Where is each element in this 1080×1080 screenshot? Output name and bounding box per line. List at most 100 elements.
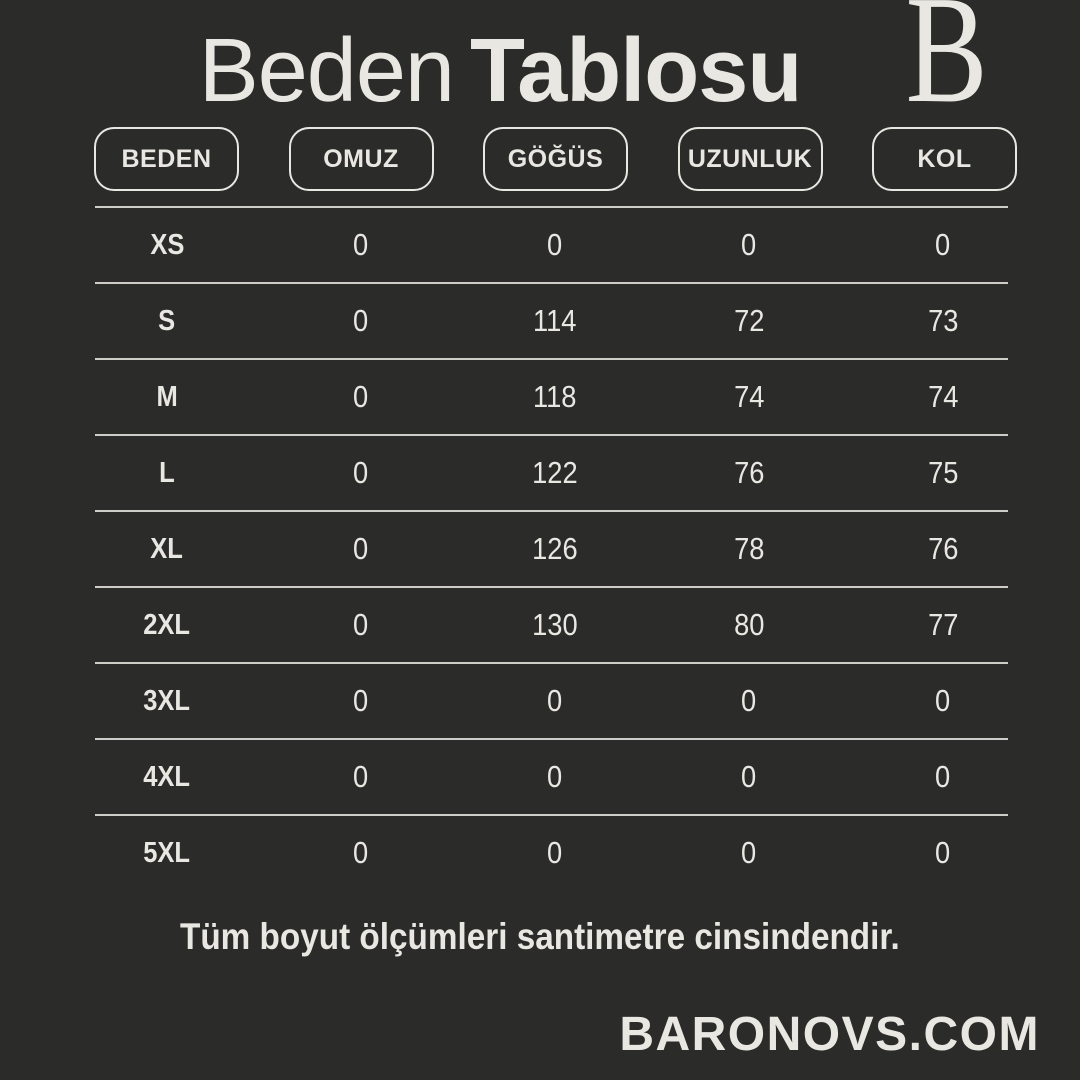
value-text: 78 xyxy=(733,531,765,566)
value-text: 0 xyxy=(741,835,757,870)
value-cell: 114 xyxy=(458,303,652,339)
measurement-note-text: Tüm boyut ölçümleri santimetre cinsinden… xyxy=(180,916,900,957)
size-label: M xyxy=(70,381,264,414)
value-text: 122 xyxy=(532,455,578,490)
column-headers: BEDEN OMUZ GÖĞÜS UZUNLUK KOL xyxy=(94,127,1017,191)
row-divider xyxy=(95,358,1008,360)
size-label-text: 5XL xyxy=(143,836,191,869)
size-label: S xyxy=(70,305,264,338)
column-header-uzunluk: UZUNLUK xyxy=(677,127,823,191)
value-text: 0 xyxy=(353,455,369,490)
column-header-label: GÖĞÜS xyxy=(507,144,604,173)
value-cell: 0 xyxy=(264,683,458,719)
column-header-label: OMUZ xyxy=(323,144,399,173)
table-row: L 0 122 76 75 xyxy=(70,436,1040,510)
size-label-text: XL xyxy=(150,532,184,565)
row-divider xyxy=(95,586,1008,588)
value-text: 0 xyxy=(547,759,563,794)
size-label-text: 4XL xyxy=(143,760,191,793)
page-title: Beden Tablosu xyxy=(0,19,1000,124)
value-text: 0 xyxy=(353,683,369,718)
website-url: BARONOVS.COM xyxy=(619,1008,1040,1061)
value-text: 0 xyxy=(741,759,757,794)
value-cell: 0 xyxy=(846,683,1040,719)
column-header-label: UZUNLUK xyxy=(687,144,813,173)
table-row: M 0 118 74 74 xyxy=(70,360,1040,434)
value-text: 0 xyxy=(353,531,369,566)
value-cell: 130 xyxy=(458,607,652,643)
value-cell: 0 xyxy=(264,379,458,415)
value-cell: 72 xyxy=(652,303,846,339)
column-header-label: BEDEN xyxy=(121,144,212,173)
size-table: XS 0 0 0 0 S 0 114 72 73 M 0 118 74 74 L 0 122 76 75 XL 0 126 7… xyxy=(70,206,1040,890)
value-text: 0 xyxy=(935,835,951,870)
size-label: 2XL xyxy=(70,609,264,642)
table-row: XS 0 0 0 0 xyxy=(70,208,1040,282)
value-text: 126 xyxy=(532,531,578,566)
table-row: 2XL 0 130 80 77 xyxy=(70,588,1040,662)
value-cell: 0 xyxy=(264,607,458,643)
value-text: 74 xyxy=(927,379,959,414)
column-header-label: KOL xyxy=(917,144,972,173)
value-cell: 0 xyxy=(458,227,652,263)
measurement-note: Tüm boyut ölçümleri santimetre cinsinden… xyxy=(0,916,1080,958)
value-text: 73 xyxy=(927,303,959,338)
value-cell: 0 xyxy=(264,455,458,491)
value-text: 118 xyxy=(533,379,577,414)
brand-logo-letter: B xyxy=(905,0,988,135)
row-divider xyxy=(95,206,1008,208)
value-text: 0 xyxy=(547,835,563,870)
value-text: 0 xyxy=(353,227,369,262)
value-cell: 0 xyxy=(264,531,458,567)
value-text: 76 xyxy=(733,455,765,490)
value-cell: 0 xyxy=(264,227,458,263)
row-divider xyxy=(95,814,1008,816)
size-label-text: L xyxy=(159,456,175,489)
value-cell: 0 xyxy=(652,835,846,871)
value-text: 0 xyxy=(935,759,951,794)
value-text: 0 xyxy=(353,379,369,414)
value-cell: 76 xyxy=(846,531,1040,567)
value-text: 0 xyxy=(741,683,757,718)
value-text: 0 xyxy=(547,683,563,718)
value-text: 0 xyxy=(547,227,563,262)
row-divider xyxy=(95,434,1008,436)
row-divider xyxy=(95,738,1008,740)
table-row: XL 0 126 78 76 xyxy=(70,512,1040,586)
value-cell: 118 xyxy=(458,379,652,415)
row-divider xyxy=(95,510,1008,512)
value-text: 0 xyxy=(353,835,369,870)
value-text: 75 xyxy=(927,455,959,490)
value-cell: 0 xyxy=(846,227,1040,263)
value-cell: 0 xyxy=(264,759,458,795)
table-row: 4XL 0 0 0 0 xyxy=(70,740,1040,814)
value-text: 0 xyxy=(353,759,369,794)
value-cell: 122 xyxy=(458,455,652,491)
value-cell: 0 xyxy=(264,303,458,339)
value-cell: 0 xyxy=(264,835,458,871)
value-cell: 0 xyxy=(652,759,846,795)
value-cell: 0 xyxy=(846,835,1040,871)
table-row: 5XL 0 0 0 0 xyxy=(70,816,1040,890)
table-row: 3XL 0 0 0 0 xyxy=(70,664,1040,738)
value-cell: 0 xyxy=(458,759,652,795)
value-text: 72 xyxy=(733,303,765,338)
value-cell: 0 xyxy=(652,227,846,263)
size-label: XS xyxy=(70,229,264,262)
size-label: L xyxy=(70,457,264,490)
value-cell: 126 xyxy=(458,531,652,567)
header: Beden Tablosu B xyxy=(0,0,1080,127)
value-cell: 0 xyxy=(652,683,846,719)
value-text: 0 xyxy=(353,303,369,338)
value-cell: 80 xyxy=(652,607,846,643)
value-text: 80 xyxy=(733,607,765,642)
value-text: 130 xyxy=(532,607,578,642)
value-text: 0 xyxy=(353,607,369,642)
row-divider xyxy=(95,662,1008,664)
value-text: 114 xyxy=(533,303,577,338)
value-cell: 78 xyxy=(652,531,846,567)
value-cell: 77 xyxy=(846,607,1040,643)
value-text: 77 xyxy=(927,607,959,642)
size-label-text: S xyxy=(158,304,176,337)
